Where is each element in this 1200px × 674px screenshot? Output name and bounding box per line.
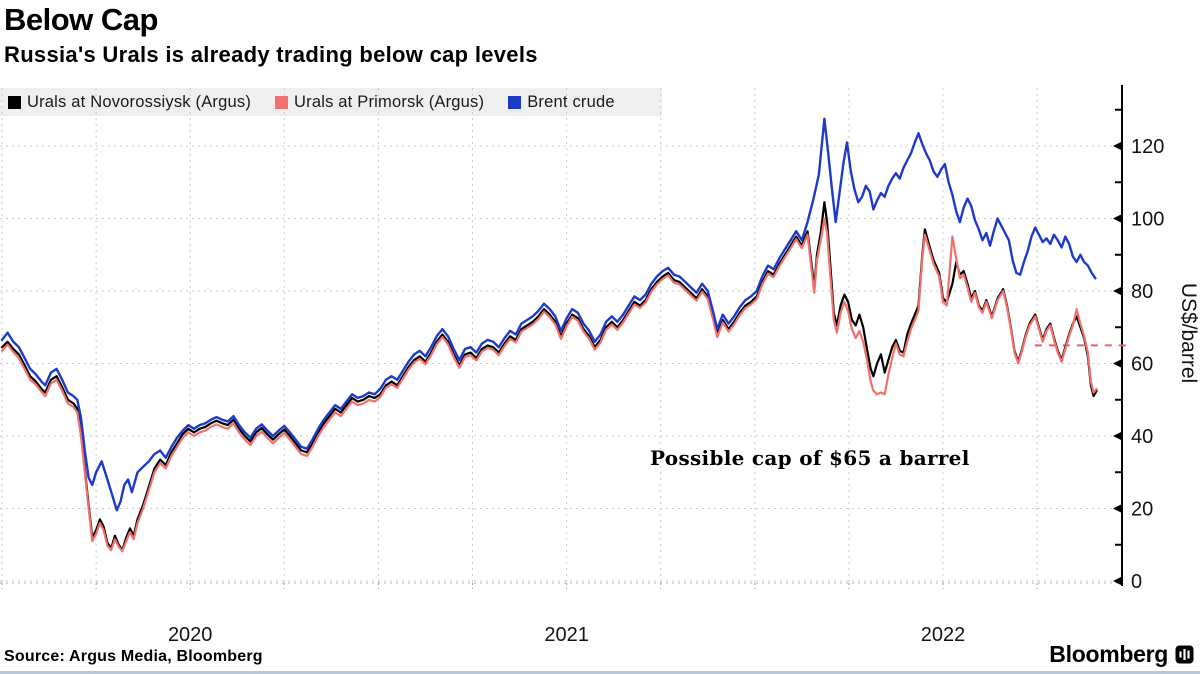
y-major-tick — [1113, 286, 1122, 296]
y-major-tick — [1113, 431, 1122, 441]
y-tick-label: 0 — [1131, 571, 1142, 593]
legend-item-urals-at-novorossiysk-argus: Urals at Novorossiysk (Argus) — [8, 93, 251, 112]
legend: Urals at Novorossiysk (Argus) Urals at Pr… — [0, 88, 662, 116]
legend-swatch-brent-crude — [508, 95, 522, 109]
y-major-tick — [1113, 141, 1122, 151]
y-major-tick — [1113, 576, 1122, 586]
legend-item-brent-crude: Brent crude — [508, 93, 615, 112]
y-tick-label: 100 — [1131, 209, 1164, 231]
legend-item-label: Urals at Novorossiysk (Argus) — [27, 92, 252, 111]
y-tick-label: 80 — [1131, 281, 1153, 303]
cap-annotation: Possible cap of $65 a barrel — [650, 446, 970, 470]
legend-swatch-urals-at-novorossiysk-argus — [8, 95, 21, 109]
bloomberg-wordmark: Bloomberg — [1049, 641, 1168, 667]
bloomberg-logo-icon — [1175, 645, 1194, 664]
y-major-tick — [1113, 504, 1122, 513]
page-title: Below Cap — [4, 2, 158, 37]
y-major-tick — [1113, 214, 1122, 223]
y-major-tick — [1113, 359, 1122, 368]
x-year-label: 2022 — [921, 624, 966, 646]
series-line-brent-crude — [0, 117, 1097, 512]
legend-item-label: Urals at Primorsk (Argus) — [294, 92, 485, 111]
legend-background — [0, 88, 662, 116]
bloomberg-brand: Bloomberg — [1049, 641, 1194, 668]
legend-item-urals-at-primorsk-argus: Urals at Primorsk (Argus) — [275, 93, 484, 112]
x-year-label: 2021 — [544, 624, 589, 646]
series-line-urals-at-novorossiysk-argus — [0, 201, 1098, 552]
x-year-label: 2020 — [168, 624, 213, 646]
y-tick-label: 60 — [1131, 354, 1153, 376]
bottom-border — [0, 671, 1200, 674]
source-note: Source: Argus Media, Bloomberg — [4, 648, 263, 665]
series-line-urals-at-primorsk-argus — [0, 217, 1098, 553]
y-tick-label: 40 — [1131, 426, 1153, 448]
y-tick-label: 120 — [1131, 136, 1164, 158]
legend-swatch-urals-at-primorsk-argus — [275, 95, 289, 109]
legend-item-label: Brent crude — [527, 92, 615, 111]
y-tick-label: 20 — [1131, 499, 1153, 521]
page-subtitle: Russia's Urals is already trading below … — [4, 42, 538, 67]
y-axis-title: US$/barrel — [1177, 283, 1200, 383]
